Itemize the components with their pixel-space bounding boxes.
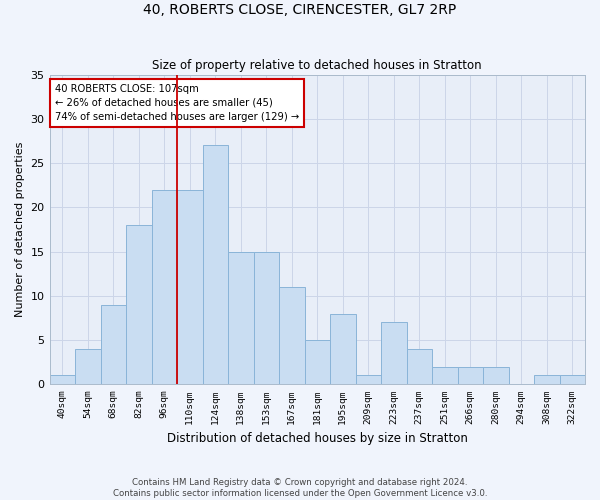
Bar xyxy=(177,190,203,384)
Bar xyxy=(152,190,177,384)
Bar xyxy=(407,349,432,384)
Bar xyxy=(432,366,458,384)
Bar xyxy=(483,366,509,384)
Y-axis label: Number of detached properties: Number of detached properties xyxy=(15,142,25,317)
Title: Size of property relative to detached houses in Stratton: Size of property relative to detached ho… xyxy=(152,59,482,72)
Bar xyxy=(330,314,356,384)
Bar xyxy=(305,340,330,384)
Bar xyxy=(75,349,101,384)
Bar xyxy=(101,304,126,384)
Bar xyxy=(254,252,279,384)
Text: 40, ROBERTS CLOSE, CIRENCESTER, GL7 2RP: 40, ROBERTS CLOSE, CIRENCESTER, GL7 2RP xyxy=(143,2,457,16)
Bar xyxy=(50,376,75,384)
Bar xyxy=(228,252,254,384)
Bar xyxy=(458,366,483,384)
Text: Contains HM Land Registry data © Crown copyright and database right 2024.
Contai: Contains HM Land Registry data © Crown c… xyxy=(113,478,487,498)
Bar xyxy=(356,376,381,384)
Bar xyxy=(126,225,152,384)
Bar xyxy=(534,376,560,384)
Text: 40 ROBERTS CLOSE: 107sqm
← 26% of detached houses are smaller (45)
74% of semi-d: 40 ROBERTS CLOSE: 107sqm ← 26% of detach… xyxy=(55,84,299,122)
Bar xyxy=(203,146,228,384)
Bar xyxy=(381,322,407,384)
Bar xyxy=(279,287,305,384)
Bar xyxy=(560,376,585,384)
X-axis label: Distribution of detached houses by size in Stratton: Distribution of detached houses by size … xyxy=(167,432,468,445)
